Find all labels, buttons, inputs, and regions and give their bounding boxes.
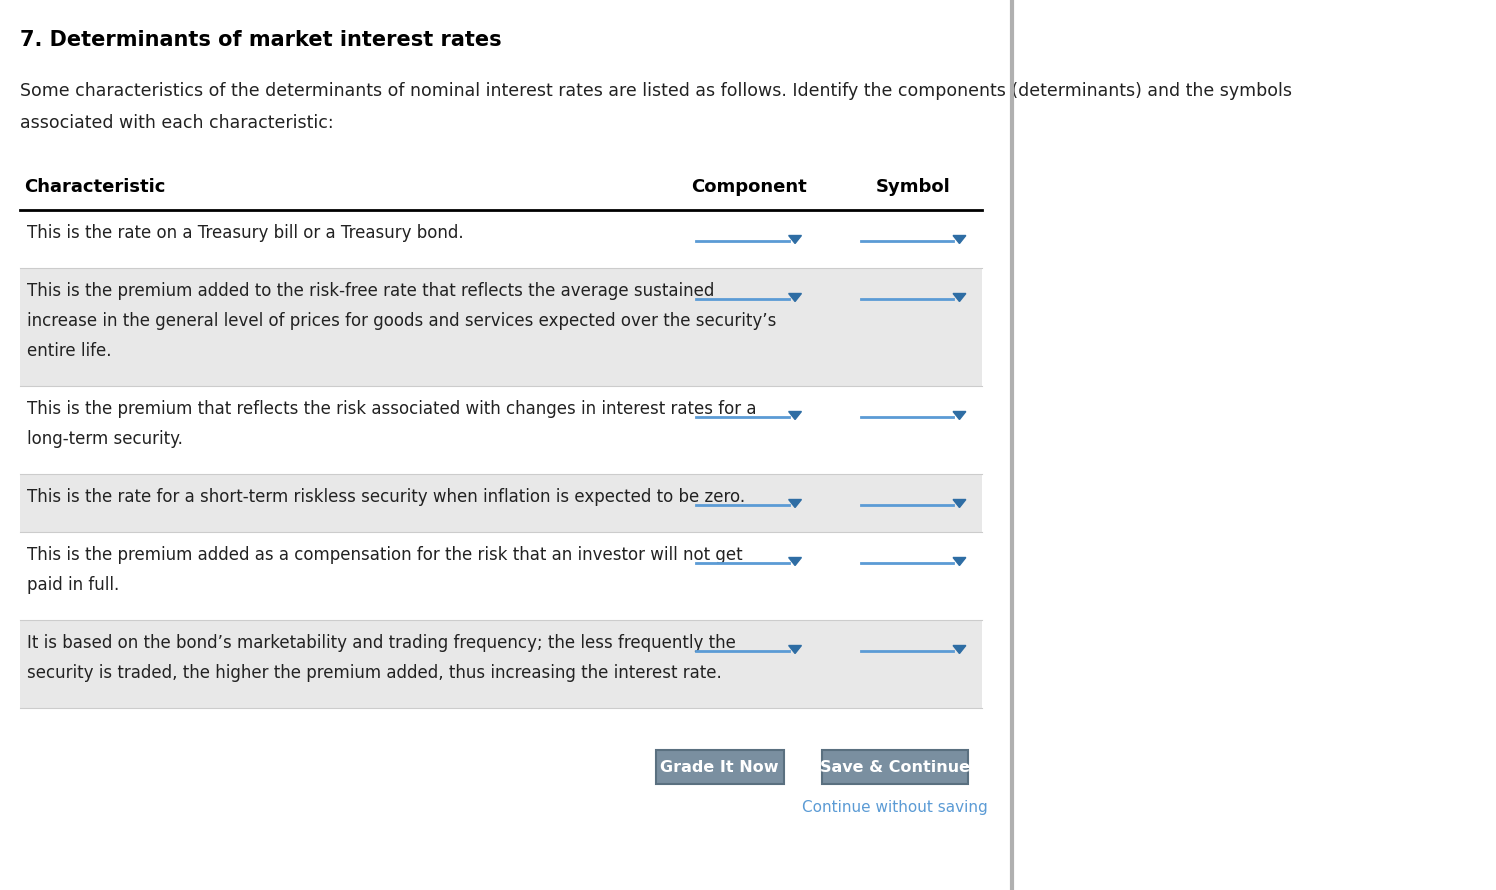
- Polygon shape: [788, 499, 802, 507]
- Polygon shape: [788, 645, 802, 653]
- Polygon shape: [953, 557, 966, 565]
- Polygon shape: [788, 294, 802, 302]
- Polygon shape: [788, 557, 802, 565]
- Polygon shape: [788, 236, 802, 244]
- Text: Continue without saving: Continue without saving: [802, 800, 987, 815]
- Text: 7. Determinants of market interest rates: 7. Determinants of market interest rates: [19, 30, 501, 50]
- Polygon shape: [953, 645, 966, 653]
- Bar: [19, 620, 981, 708]
- Text: Grade It Now: Grade It Now: [660, 759, 779, 774]
- Text: Some characteristics of the determinants of nominal interest rates are listed as: Some characteristics of the determinants…: [19, 82, 1293, 100]
- Polygon shape: [953, 236, 966, 244]
- Text: associated with each characteristic:: associated with each characteristic:: [19, 114, 334, 132]
- Polygon shape: [953, 499, 966, 507]
- Bar: [19, 474, 981, 532]
- Text: long-term security.: long-term security.: [27, 430, 184, 448]
- Text: entire life.: entire life.: [27, 342, 112, 360]
- Text: security is traded, the higher the premium added, thus increasing the interest r: security is traded, the higher the premi…: [27, 664, 723, 682]
- Polygon shape: [953, 294, 966, 302]
- Bar: [655, 750, 784, 784]
- Text: Symbol: Symbol: [877, 178, 951, 196]
- Text: paid in full.: paid in full.: [27, 576, 120, 594]
- Text: It is based on the bond’s marketability and trading frequency; the less frequent: It is based on the bond’s marketability …: [27, 634, 736, 652]
- Text: increase in the general level of prices for goods and services expected over the: increase in the general level of prices …: [27, 312, 776, 330]
- Text: This is the rate for a short-term riskless security when inflation is expected t: This is the rate for a short-term riskle…: [27, 488, 745, 506]
- Text: This is the premium added as a compensation for the risk that an investor will n: This is the premium added as a compensat…: [27, 546, 744, 564]
- Text: This is the premium that reflects the risk associated with changes in interest r: This is the premium that reflects the ri…: [27, 400, 757, 418]
- Text: This is the premium added to the risk-free rate that reflects the average sustai: This is the premium added to the risk-fr…: [27, 282, 715, 300]
- Text: Save & Continue: Save & Continue: [820, 759, 969, 774]
- Text: Characteristic: Characteristic: [24, 178, 165, 196]
- Text: Component: Component: [691, 178, 806, 196]
- Polygon shape: [788, 411, 802, 419]
- Text: This is the rate on a Treasury bill or a Treasury bond.: This is the rate on a Treasury bill or a…: [27, 224, 464, 242]
- Bar: [19, 268, 981, 386]
- Bar: [821, 750, 968, 784]
- Polygon shape: [953, 411, 966, 419]
